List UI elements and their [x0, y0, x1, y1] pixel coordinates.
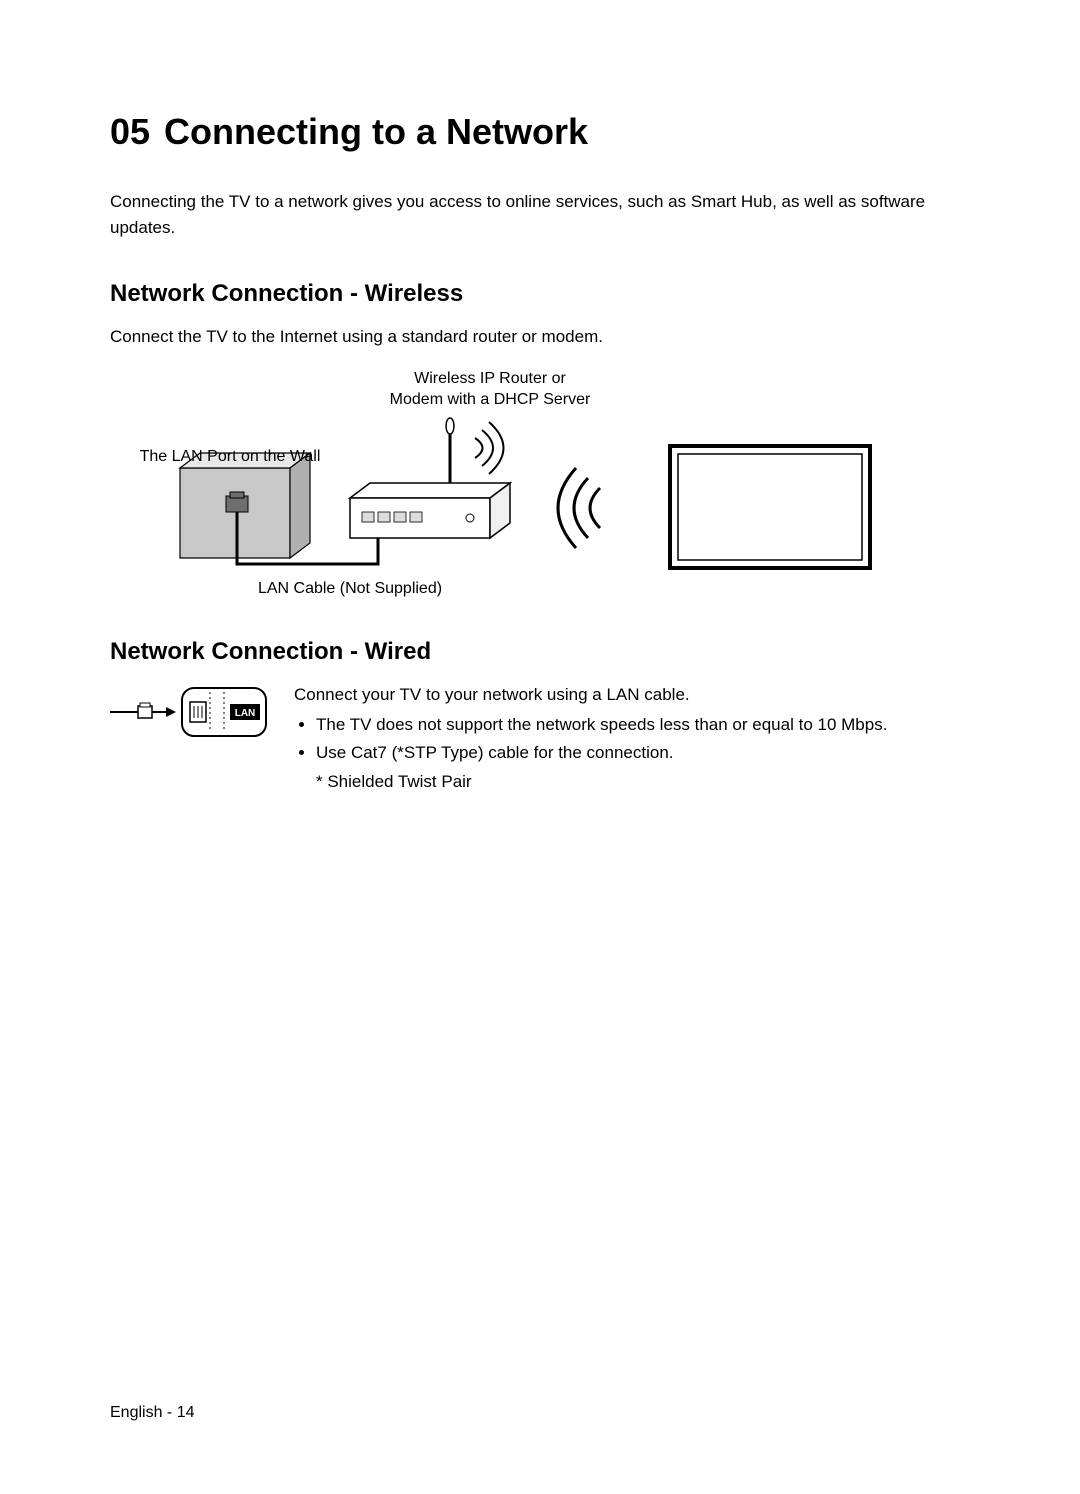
intro-text: Connecting the TV to a network gives you… [110, 189, 970, 240]
wireless-heading: Network Connection - Wireless [110, 280, 970, 308]
lan-badge-text: LAN [235, 708, 256, 719]
cable-label: LAN Cable (Not Supplied) [220, 578, 480, 600]
router-label-line1: Wireless IP Router or [414, 370, 566, 387]
router-icon [350, 418, 510, 538]
page-footer: English - 14 [110, 1404, 195, 1422]
chapter-number: 05 [110, 110, 150, 153]
wired-text: Connect your TV to your network using a … [294, 682, 970, 795]
wireless-sub: Connect the TV to the Internet using a s… [110, 324, 970, 350]
wired-sub: Connect your TV to your network using a … [294, 682, 970, 708]
wired-bullet-2: Use Cat7 (*STP Type) cable for the conne… [316, 740, 970, 766]
footer-lang: English [110, 1404, 162, 1421]
wireless-diagram: Wireless IP Router or Modem with a DHCP S… [130, 368, 950, 608]
wired-footnote: * Shielded Twist Pair [316, 769, 970, 795]
page: 05 Connecting to a Network Connecting the… [0, 0, 1080, 1494]
chapter-title: 05 Connecting to a Network [110, 110, 970, 153]
wired-heading: Network Connection - Wired [110, 638, 970, 666]
chapter-title-text: Connecting to a Network [164, 111, 588, 152]
signal-icon [558, 468, 600, 548]
footer-page: 14 [177, 1404, 195, 1421]
wired-bullet-1: The TV does not support the network spee… [316, 712, 970, 738]
wall-port-icon [180, 453, 310, 558]
lan-port-icon: LAN [110, 682, 270, 742]
wallport-label: The LAN Port on the Wall [130, 446, 330, 468]
wired-row: LAN Connect your TV to your network usin… [110, 682, 970, 795]
tv-icon [670, 446, 870, 568]
footer-sep: - [162, 1404, 176, 1421]
wired-bullets: The TV does not support the network spee… [316, 712, 970, 767]
router-label-line2: Modem with a DHCP Server [390, 391, 591, 408]
router-label: Wireless IP Router or Modem with a DHCP S… [340, 368, 640, 411]
